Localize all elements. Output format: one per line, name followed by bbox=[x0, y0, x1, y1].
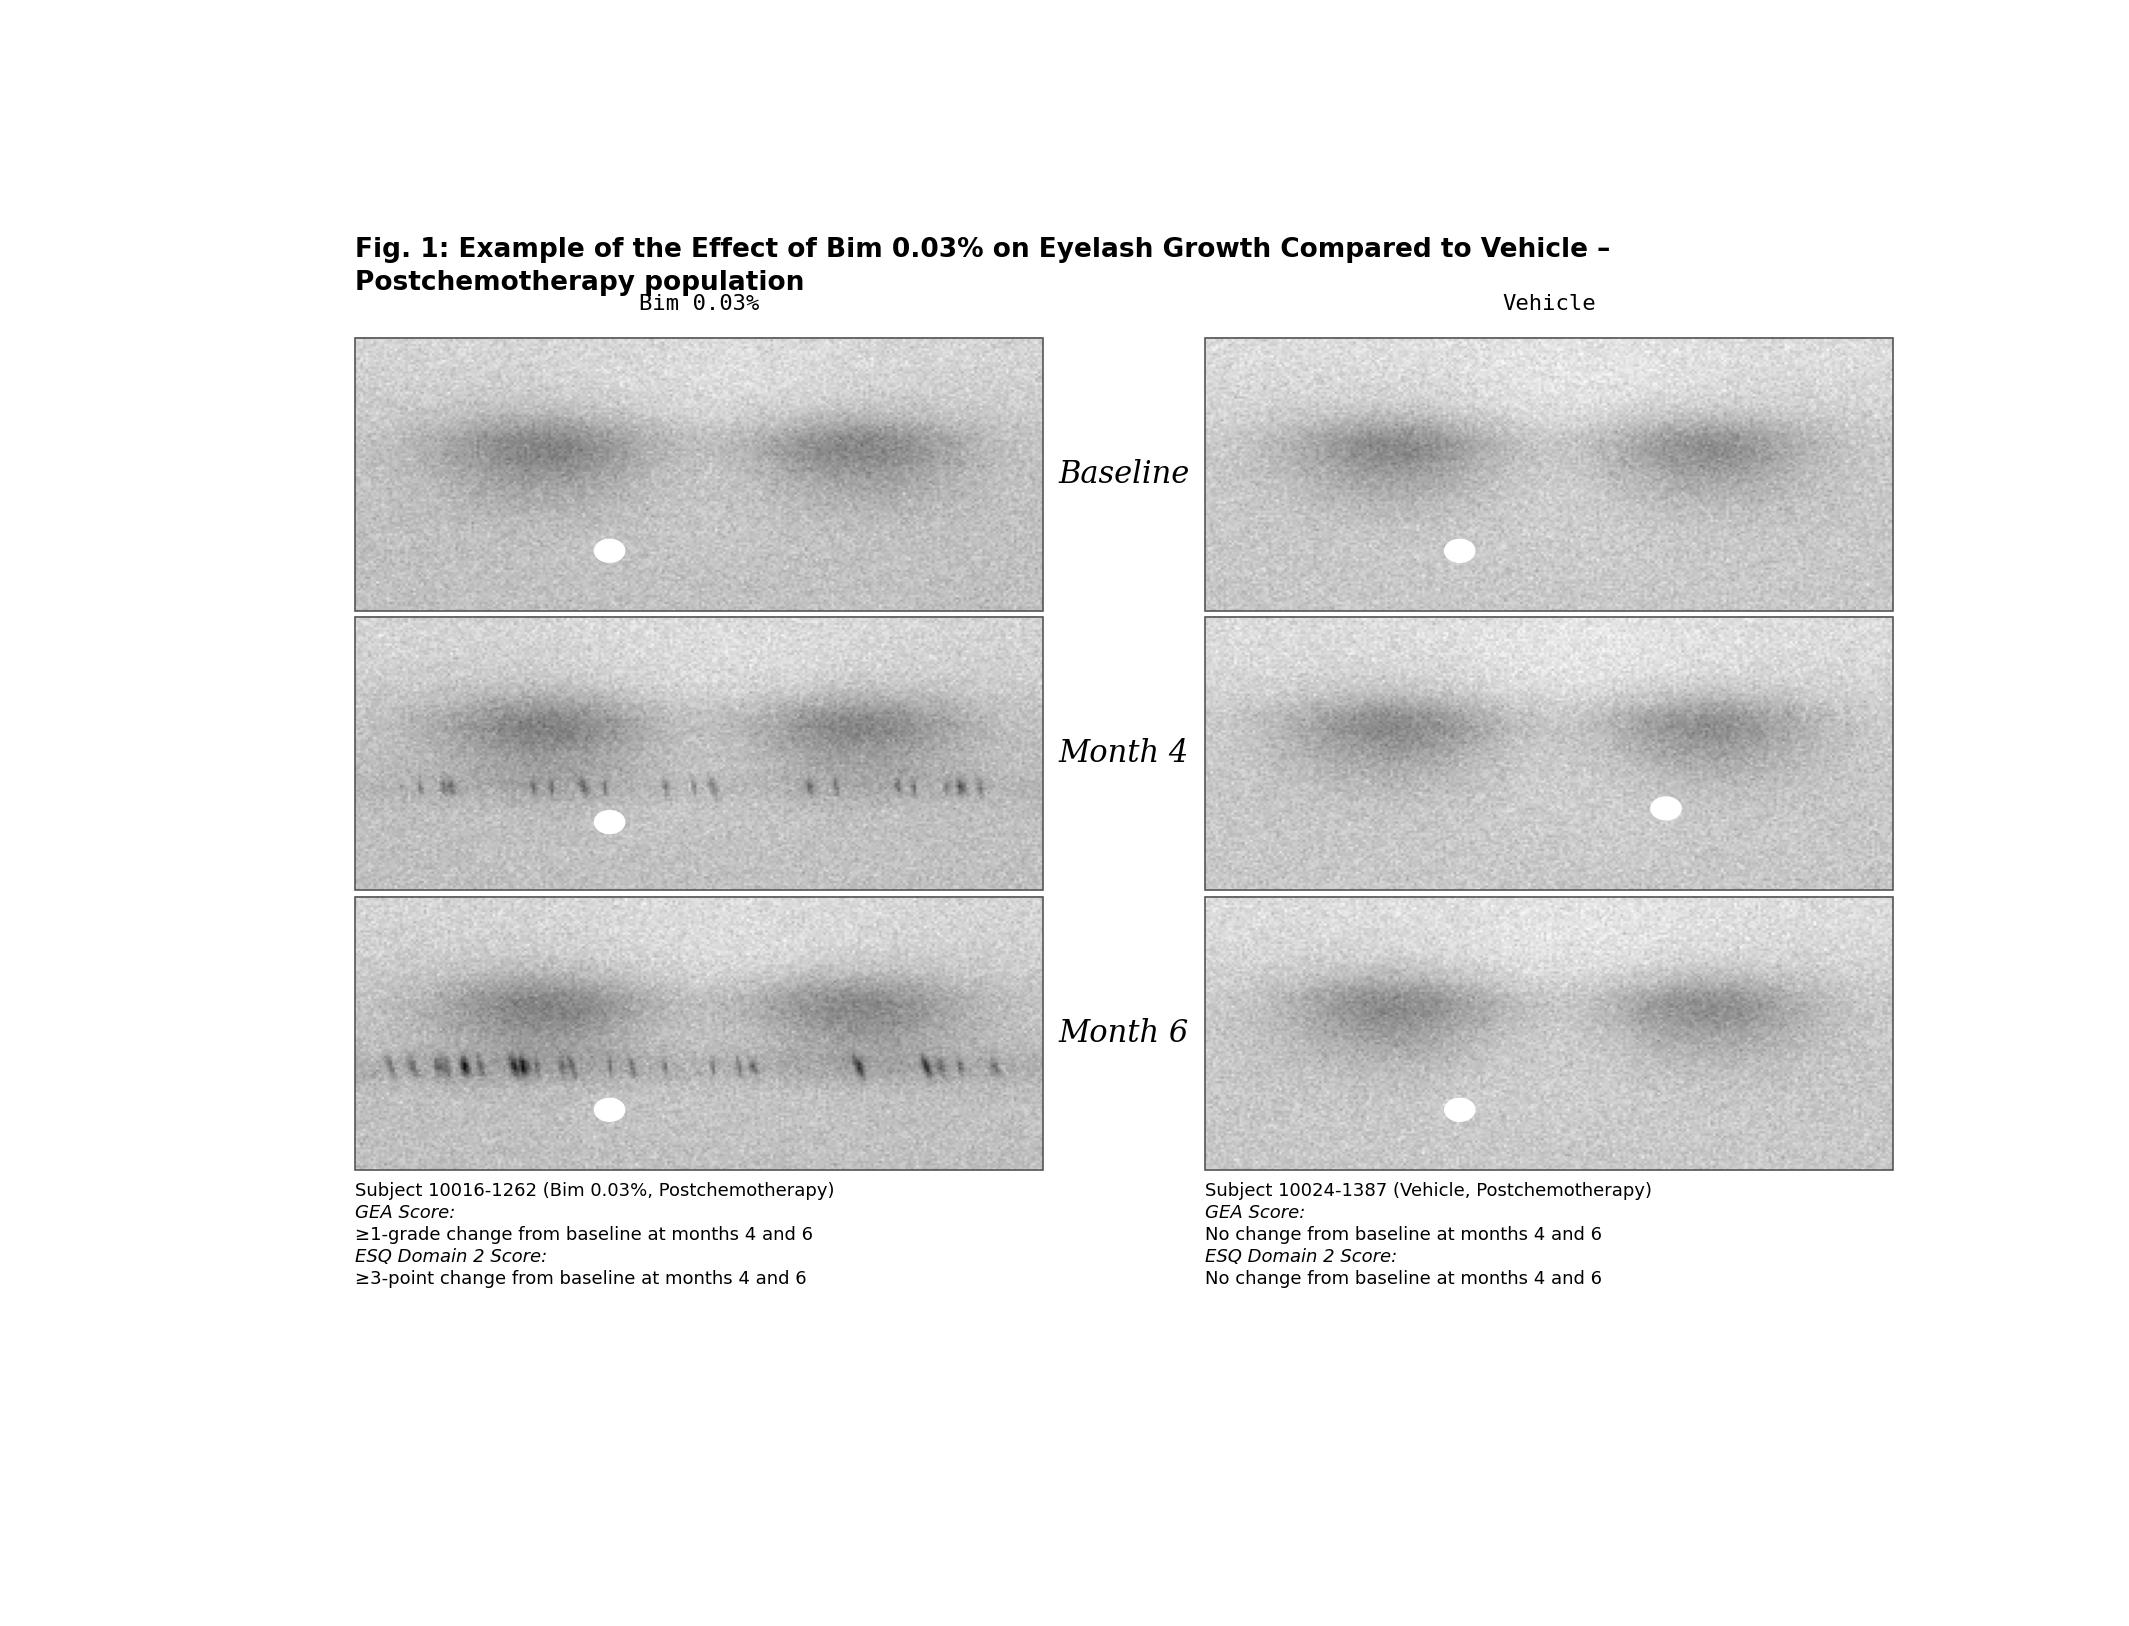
Ellipse shape bbox=[1446, 1098, 1475, 1122]
Bar bbox=[1205, 618, 1893, 891]
Ellipse shape bbox=[1650, 797, 1682, 820]
Bar bbox=[356, 896, 1043, 1171]
Text: No change from baseline at months 4 and 6: No change from baseline at months 4 and … bbox=[1205, 1226, 1603, 1244]
Ellipse shape bbox=[594, 1098, 624, 1122]
Ellipse shape bbox=[594, 540, 624, 563]
Bar bbox=[356, 618, 1043, 891]
Text: No change from baseline at months 4 and 6: No change from baseline at months 4 and … bbox=[1205, 1270, 1603, 1288]
Text: Month 4: Month 4 bbox=[1058, 738, 1190, 769]
Text: Baseline: Baseline bbox=[1058, 459, 1190, 489]
Text: Month 6: Month 6 bbox=[1058, 1018, 1190, 1049]
Text: GEA Score:: GEA Score: bbox=[1205, 1205, 1305, 1223]
Ellipse shape bbox=[594, 811, 624, 834]
Text: Postchemotherapy population: Postchemotherapy population bbox=[356, 270, 805, 296]
Text: Fig. 1: Example of the Effect of Bim 0.03% on Eyelash Growth Compared to Vehicle: Fig. 1: Example of the Effect of Bim 0.0… bbox=[356, 237, 1610, 263]
Text: Bim 0.03%: Bim 0.03% bbox=[639, 294, 760, 314]
Text: Subject 10024-1387 (Vehicle, Postchemotherapy): Subject 10024-1387 (Vehicle, Postchemoth… bbox=[1205, 1182, 1652, 1200]
Text: ≥1-grade change from baseline at months 4 and 6: ≥1-grade change from baseline at months … bbox=[356, 1226, 813, 1244]
Ellipse shape bbox=[1446, 540, 1475, 563]
Bar bbox=[356, 338, 1043, 611]
Bar bbox=[1205, 338, 1893, 611]
Text: GEA Score:: GEA Score: bbox=[356, 1205, 456, 1223]
Text: ≥3-point change from baseline at months 4 and 6: ≥3-point change from baseline at months … bbox=[356, 1270, 807, 1288]
Text: ESQ Domain 2 Score:: ESQ Domain 2 Score: bbox=[356, 1249, 547, 1267]
Text: Vehicle: Vehicle bbox=[1503, 294, 1597, 314]
Text: Subject 10016-1262 (Bim 0.03%, Postchemotherapy): Subject 10016-1262 (Bim 0.03%, Postchemo… bbox=[356, 1182, 835, 1200]
Bar bbox=[1205, 896, 1893, 1171]
Text: ESQ Domain 2 Score:: ESQ Domain 2 Score: bbox=[1205, 1249, 1397, 1267]
